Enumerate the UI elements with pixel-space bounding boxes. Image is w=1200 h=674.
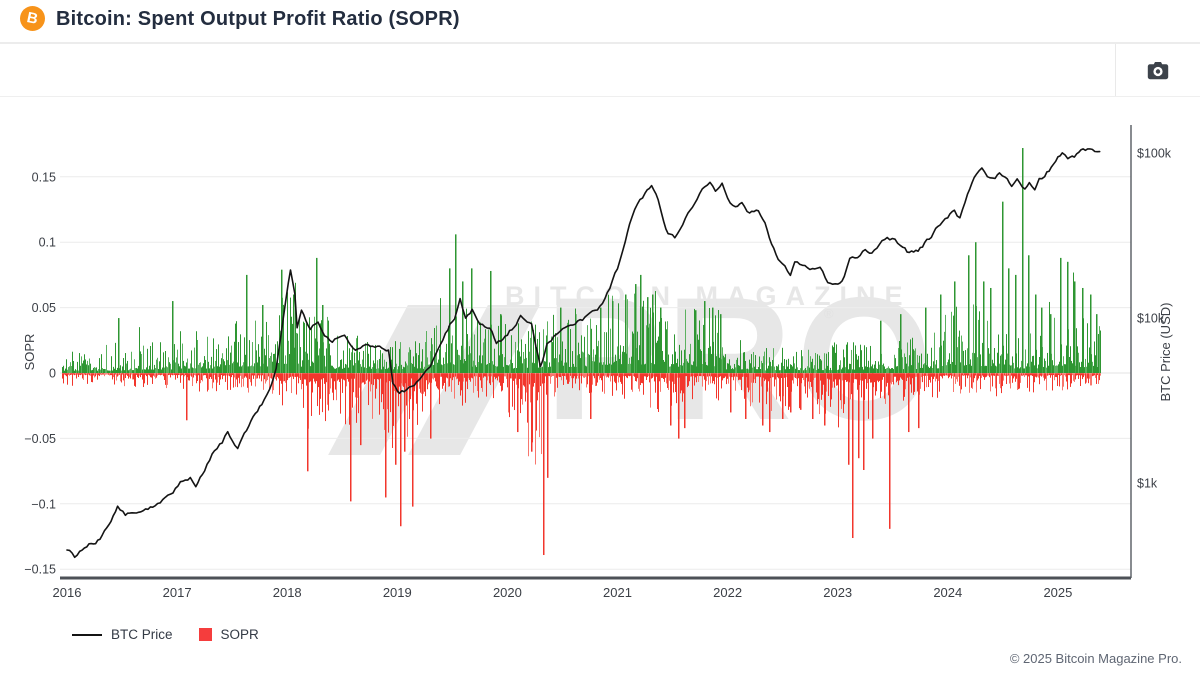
svg-text:2017: 2017 — [163, 585, 192, 600]
bitcoin-logo-letter: B — [25, 9, 40, 28]
svg-text:$10k: $10k — [1137, 312, 1165, 326]
svg-text:−0.1: −0.1 — [31, 497, 56, 511]
svg-text:0.1: 0.1 — [39, 236, 56, 250]
svg-text:−0.05: −0.05 — [24, 432, 56, 446]
page-title: Bitcoin: Spent Output Profit Ratio (SOPR… — [56, 8, 460, 30]
svg-text:2018: 2018 — [273, 585, 302, 600]
svg-text:0: 0 — [49, 367, 56, 381]
svg-text:2019: 2019 — [383, 585, 412, 600]
header: B Bitcoin: Spent Output Profit Ratio (SO… — [0, 0, 1200, 42]
camera-snapshot-button[interactable] — [1138, 53, 1178, 87]
bitcoin-logo-icon: B — [20, 6, 45, 31]
watermark-pro-text: PRO — [545, 262, 937, 457]
chart-toolbar — [0, 42, 1200, 97]
camera-icon — [1147, 61, 1169, 79]
legend: BTC Price SOPR — [72, 627, 259, 642]
svg-text:2016: 2016 — [53, 585, 82, 600]
svg-text:2021: 2021 — [603, 585, 632, 600]
svg-text:0.05: 0.05 — [32, 301, 56, 315]
legend-square-swatch — [198, 628, 212, 641]
watermark-brand-text: BITCOIN MAGAZINE — [505, 281, 912, 311]
legend-label: SOPR — [220, 627, 259, 642]
legend-label: BTC Price — [111, 627, 173, 642]
svg-text:SOPR: SOPR — [22, 334, 37, 371]
copyright-text: © 2025 Bitcoin Magazine Pro. — [1009, 651, 1182, 666]
svg-text:$1k: $1k — [1137, 477, 1158, 491]
toolbar-right-section — [1115, 44, 1200, 96]
svg-text:2023: 2023 — [823, 585, 852, 600]
legend-item-sopr[interactable]: SOPR — [198, 627, 259, 642]
legend-item-btc-price[interactable]: BTC Price — [72, 627, 173, 642]
svg-text:2024: 2024 — [933, 585, 962, 600]
svg-text:2025: 2025 — [1043, 585, 1072, 600]
svg-text:2020: 2020 — [493, 585, 522, 600]
registered-mark: ® — [824, 306, 834, 321]
svg-text:$100k: $100k — [1137, 147, 1172, 161]
svg-text:2022: 2022 — [713, 585, 742, 600]
svg-text:−0.15: −0.15 — [24, 563, 56, 577]
svg-text:0.15: 0.15 — [32, 170, 56, 184]
svg-text:BTC Price (USD): BTC Price (USD) — [1158, 303, 1173, 402]
legend-line-swatch — [72, 633, 102, 636]
